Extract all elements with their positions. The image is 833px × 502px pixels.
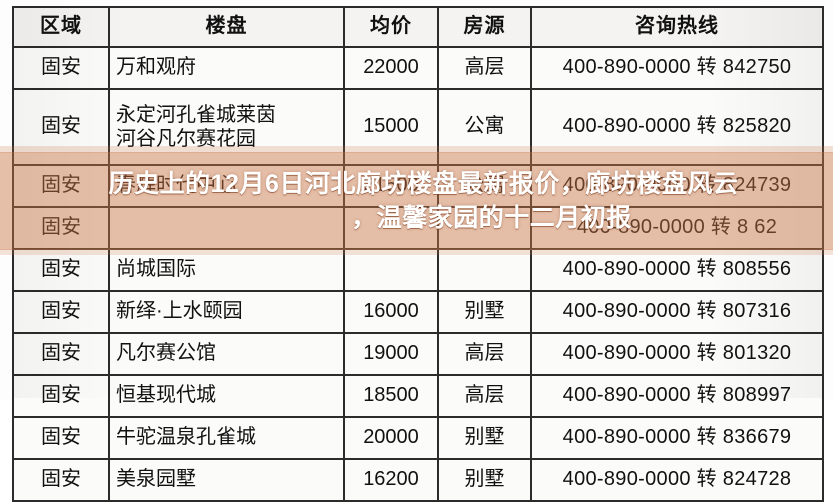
cell-phone: 400-890-0000 转 824728 (530, 458, 824, 502)
screenshot-stage: 区域 楼盘 均价 房源 咨询热线 固安 万和观府 22000 高层 400-89… (0, 6, 833, 502)
table-row: 固安 永定河孔雀城莱茵 河谷凡尔赛花园 15000 公寓 400-890-000… (12, 88, 824, 166)
cell-phone: 400-890-0000 转 836679 (530, 416, 824, 460)
cell-area: 固安 (12, 458, 110, 502)
cell-area: 固安 (12, 164, 110, 208)
cell-price: 19000 (343, 332, 439, 376)
cell-phone: 400-890-0000 转 807316 (530, 290, 824, 334)
cell-phone: 400-890-0000 转 808556 (530, 248, 824, 292)
cell-name: 牛驼温泉孔雀城 (108, 416, 345, 460)
cell-name: 恒基现代城 (108, 374, 345, 418)
cell-area: 固安 (12, 416, 110, 460)
cell-name-line-2: 河谷凡尔赛花园 (116, 128, 256, 150)
cell-phone: 400-890-0000 转 801320 (530, 332, 824, 376)
column-header-phone: 咨询热线 (530, 6, 824, 48)
cell-name: 新绎·上水颐园 (108, 290, 345, 334)
cell-name: 永定河孔雀城莱茵 河谷凡尔赛花园 (108, 88, 345, 166)
cell-price: 16000 (343, 290, 439, 334)
cell-price: 21500 (343, 164, 439, 208)
cell-name-line-1: 永定河孔雀城莱茵 (116, 103, 276, 126)
table-row: 固安 春辉时代中心 21500 公寓 400-890-0000 转 824739 (12, 164, 824, 208)
table-row: 固安 凡尔赛公馆 19000 高层 400-890-0000 转 801320 (12, 332, 824, 376)
cell-price (343, 206, 439, 250)
column-header-area: 区域 (12, 6, 110, 48)
property-listing-table-wrapper: 区域 楼盘 均价 房源 咨询热线 固安 万和观府 22000 高层 400-89… (12, 6, 824, 502)
cell-name: 凡尔赛公馆 (108, 332, 345, 376)
cell-name: 美泉园墅 (108, 458, 345, 502)
column-header-type: 房源 (437, 6, 532, 48)
cell-type: 公寓 (437, 88, 532, 166)
table-row: 固安 牛驼温泉孔雀城 20000 别墅 400-890-0000 转 83667… (12, 416, 824, 460)
cell-type: 高层 (437, 46, 532, 90)
cell-price (343, 248, 439, 292)
column-header-price: 均价 (343, 6, 439, 48)
cell-phone: 400-890-0000 转 825820 (530, 88, 824, 166)
cell-price: 18500 (343, 374, 439, 418)
table-body: 固安 万和观府 22000 高层 400-890-0000 转 842750 固… (12, 46, 824, 502)
cell-area: 固安 (12, 206, 110, 250)
cell-name (108, 206, 345, 250)
cell-type: 高层 (437, 332, 532, 376)
cell-type (437, 248, 532, 292)
cell-phone: 400-890-0000 转 8 62 (530, 206, 824, 250)
cell-price: 15000 (343, 88, 439, 166)
cell-type: 高层 (437, 374, 532, 418)
cell-type: 别墅 (437, 416, 532, 460)
table-row: 固安 万和观府 22000 高层 400-890-0000 转 842750 (12, 46, 824, 90)
cell-area: 固安 (12, 374, 110, 418)
property-listing-table: 区域 楼盘 均价 房源 咨询热线 固安 万和观府 22000 高层 400-89… (12, 6, 824, 502)
cell-name: 尚城国际 (108, 248, 345, 292)
column-header-name: 楼盘 (108, 6, 345, 48)
cell-type: 别墅 (437, 458, 532, 502)
table-row: 固安 400-890-0000 转 8 62 (12, 206, 824, 250)
cell-phone: 400-890-0000 转 824739 (530, 164, 824, 208)
cell-name: 万和观府 (108, 46, 345, 90)
cell-type: 公寓 (437, 164, 532, 208)
cell-area: 固安 (12, 46, 110, 90)
cell-area: 固安 (12, 290, 110, 334)
cell-phone: 400-890-0000 转 808997 (530, 374, 824, 418)
cell-area: 固安 (12, 332, 110, 376)
table-header: 区域 楼盘 均价 房源 咨询热线 (12, 6, 824, 48)
table-row: 固安 美泉园墅 16200 别墅 400-890-0000 转 824728 (12, 458, 824, 502)
cell-type: 别墅 (437, 290, 532, 334)
cell-price: 16200 (343, 458, 439, 502)
table-row: 固安 尚城国际 400-890-0000 转 808556 (12, 248, 824, 292)
cell-phone: 400-890-0000 转 842750 (530, 46, 824, 90)
cell-price: 20000 (343, 416, 439, 460)
table-header-row: 区域 楼盘 均价 房源 咨询热线 (12, 6, 824, 48)
cell-area: 固安 (12, 248, 110, 292)
cell-area: 固安 (12, 88, 110, 166)
table-row: 固安 恒基现代城 18500 高层 400-890-0000 转 808997 (12, 374, 824, 418)
cell-price: 22000 (343, 46, 439, 90)
cell-type (437, 206, 532, 250)
table-row: 固安 新绎·上水颐园 16000 别墅 400-890-0000 转 80731… (12, 290, 824, 334)
cell-name: 春辉时代中心 (108, 164, 345, 208)
